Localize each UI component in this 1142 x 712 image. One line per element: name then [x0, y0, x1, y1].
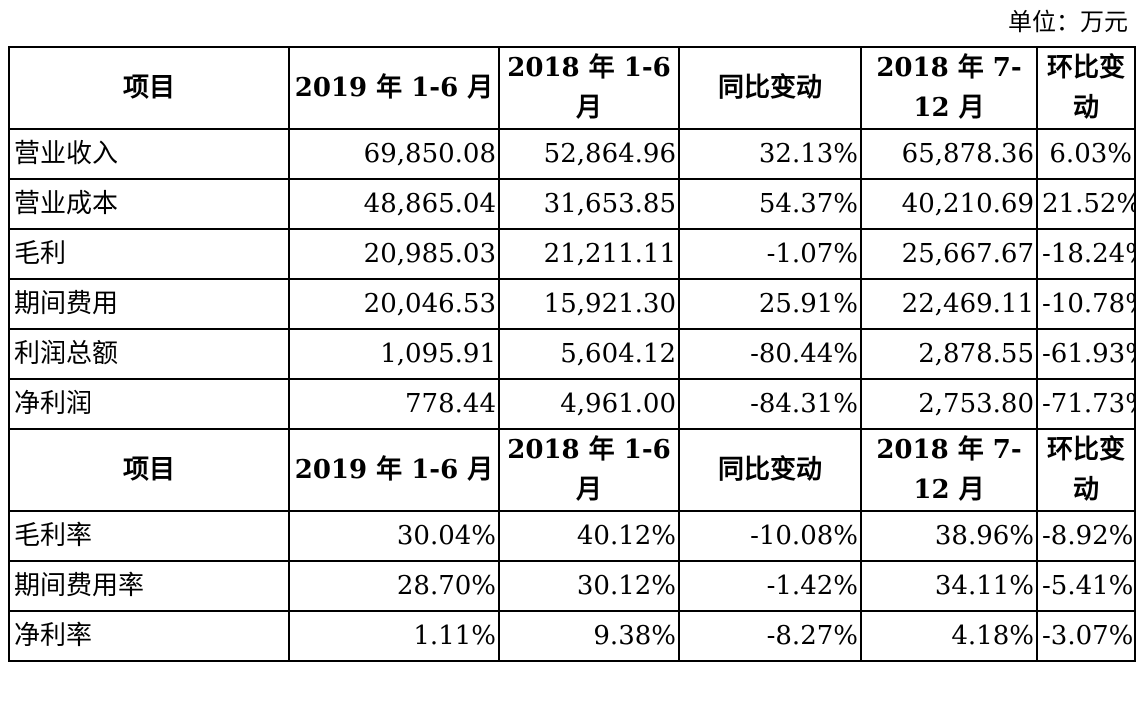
cell-h1-2018: 52,864.96: [498, 128, 680, 180]
header-h1-2018: 2018 年 1-6 月: [498, 46, 680, 130]
cell-h2-2018: 38.96%: [860, 510, 1038, 562]
cell-h1-2019: 69,850.08: [288, 128, 500, 180]
row-item: 净利润: [8, 378, 290, 430]
header-item: 项目: [8, 46, 290, 130]
table-row: 净利率 1.11% 9.38% -8.27% 4.18% -3.07%: [8, 610, 1136, 662]
cell-h1-2019: 1,095.91: [288, 328, 500, 380]
header-qoq-change: 环比变动: [1036, 428, 1136, 512]
cell-yoy: -10.08%: [678, 510, 862, 562]
table-row: 毛利 20,985.03 21,211.11 -1.07% 25,667.67 …: [8, 228, 1136, 280]
table-row: 营业收入 69,850.08 52,864.96 32.13% 65,878.3…: [8, 128, 1136, 180]
cell-h1-2019: 778.44: [288, 378, 500, 430]
header-qoq-change: 环比变动: [1036, 46, 1136, 130]
cell-qoq: -5.41%: [1036, 560, 1136, 612]
cell-h1-2019: 20,985.03: [288, 228, 500, 280]
cell-h2-2018: 2,878.55: [860, 328, 1038, 380]
header-h2-2018: 2018 年 7-12 月: [860, 46, 1038, 130]
cell-qoq: -18.24%: [1036, 228, 1136, 280]
cell-qoq: 6.03%: [1036, 128, 1136, 180]
table-row: 毛利率 30.04% 40.12% -10.08% 38.96% -8.92%: [8, 510, 1136, 562]
header-item: 项目: [8, 428, 290, 512]
cell-h1-2018: 9.38%: [498, 610, 680, 662]
cell-h1-2018: 15,921.30: [498, 278, 680, 330]
cell-h1-2018: 30.12%: [498, 560, 680, 612]
header-h1-2018: 2018 年 1-6 月: [498, 428, 680, 512]
cell-yoy: -8.27%: [678, 610, 862, 662]
row-item: 期间费用: [8, 278, 290, 330]
cell-h1-2018: 21,211.11: [498, 228, 680, 280]
cell-h1-2019: 48,865.04: [288, 178, 500, 230]
header-h1-2019: 2019 年 1-6 月: [288, 46, 500, 130]
cell-yoy: 54.37%: [678, 178, 862, 230]
header-yoy-change: 同比变动: [678, 428, 862, 512]
cell-h1-2019: 30.04%: [288, 510, 500, 562]
cell-h1-2018: 4,961.00: [498, 378, 680, 430]
cell-qoq: 21.52%: [1036, 178, 1136, 230]
cell-qoq: -61.93%: [1036, 328, 1136, 380]
cell-h1-2019: 1.11%: [288, 610, 500, 662]
cell-yoy: 32.13%: [678, 128, 862, 180]
cell-yoy: -80.44%: [678, 328, 862, 380]
table-row: 净利润 778.44 4,961.00 -84.31% 2,753.80 -71…: [8, 378, 1136, 430]
cell-yoy: -1.42%: [678, 560, 862, 612]
cell-h2-2018: 34.11%: [860, 560, 1038, 612]
cell-h2-2018: 2,753.80: [860, 378, 1038, 430]
table-row: 营业成本 48,865.04 31,653.85 54.37% 40,210.6…: [8, 178, 1136, 230]
cell-h1-2018: 5,604.12: [498, 328, 680, 380]
cell-h1-2019: 28.70%: [288, 560, 500, 612]
unit-label: 单位：万元: [1008, 8, 1128, 36]
cell-qoq: -8.92%: [1036, 510, 1136, 562]
row-item: 营业成本: [8, 178, 290, 230]
cell-yoy: -84.31%: [678, 378, 862, 430]
cell-h1-2018: 31,653.85: [498, 178, 680, 230]
header-yoy-change: 同比变动: [678, 46, 862, 130]
row-item: 毛利: [8, 228, 290, 280]
table-row: 期间费用率 28.70% 30.12% -1.42% 34.11% -5.41%: [8, 560, 1136, 612]
row-item: 毛利率: [8, 510, 290, 562]
cell-qoq: -10.78%: [1036, 278, 1136, 330]
row-item: 营业收入: [8, 128, 290, 180]
cell-h1-2019: 20,046.53: [288, 278, 500, 330]
header-h2-2018: 2018 年 7-12 月: [860, 428, 1038, 512]
cell-h2-2018: 40,210.69: [860, 178, 1038, 230]
cell-h2-2018: 65,878.36: [860, 128, 1038, 180]
header-h1-2019: 2019 年 1-6 月: [288, 428, 500, 512]
cell-yoy: 25.91%: [678, 278, 862, 330]
table-row: 期间费用 20,046.53 15,921.30 25.91% 22,469.1…: [8, 278, 1136, 330]
table-header-row: 项目 2019 年 1-6 月 2018 年 1-6 月 同比变动 2018 年…: [8, 428, 1136, 512]
cell-h1-2018: 40.12%: [498, 510, 680, 562]
table-header-row: 项目 2019 年 1-6 月 2018 年 1-6 月 同比变动 2018 年…: [8, 46, 1136, 130]
table-row: 利润总额 1,095.91 5,604.12 -80.44% 2,878.55 …: [8, 328, 1136, 380]
row-item: 利润总额: [8, 328, 290, 380]
row-item: 期间费用率: [8, 560, 290, 612]
cell-qoq: -71.73%: [1036, 378, 1136, 430]
cell-h2-2018: 25,667.67: [860, 228, 1038, 280]
cell-h2-2018: 22,469.11: [860, 278, 1038, 330]
cell-yoy: -1.07%: [678, 228, 862, 280]
cell-qoq: -3.07%: [1036, 610, 1136, 662]
cell-h2-2018: 4.18%: [860, 610, 1038, 662]
financial-summary-table: 项目 2019 年 1-6 月 2018 年 1-6 月 同比变动 2018 年…: [8, 46, 1136, 662]
row-item: 净利率: [8, 610, 290, 662]
